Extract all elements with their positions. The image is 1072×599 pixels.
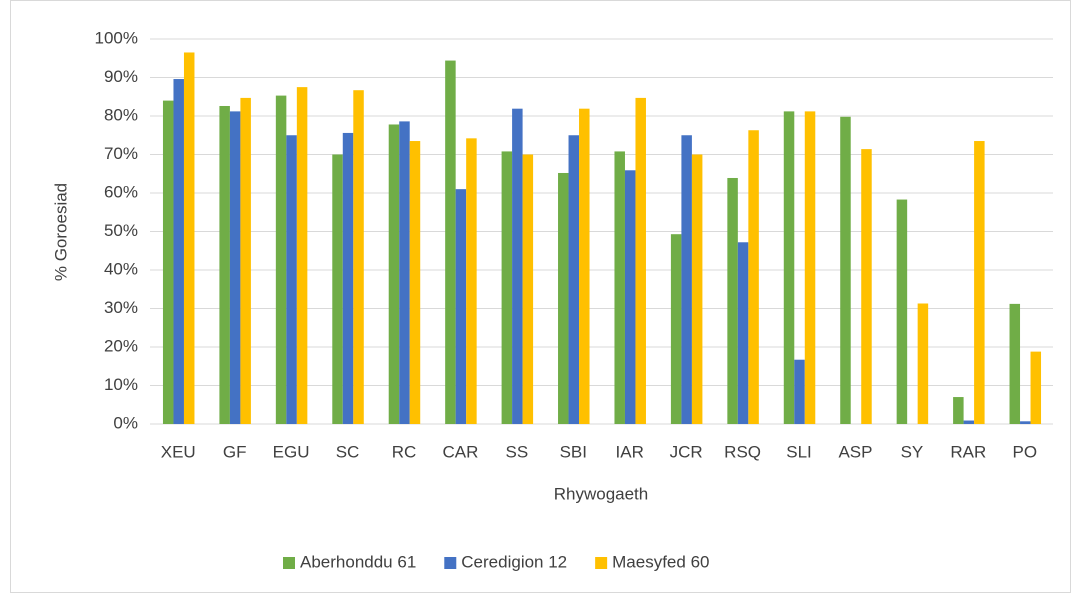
bar: [219, 105, 230, 425]
x-tick-label: XEU: [161, 442, 196, 461]
bar: [861, 149, 872, 425]
x-tick-label: PO: [1013, 442, 1038, 461]
bar: [445, 60, 456, 425]
bar: [388, 124, 400, 424]
legend-swatch: [283, 557, 295, 569]
bar: [342, 132, 354, 424]
legend-swatch: [444, 557, 457, 569]
bar: [162, 100, 174, 424]
legend-label: Aberhonddu 61: [300, 552, 416, 571]
bar: [624, 170, 636, 424]
bar: [681, 135, 692, 424]
y-tick-label: 40%: [104, 259, 138, 278]
y-tick-label: 20%: [104, 336, 138, 355]
bar: [466, 138, 477, 424]
x-tick-label: SBI: [560, 442, 587, 461]
bar: [455, 189, 467, 424]
x-tick-label: GF: [223, 442, 247, 461]
bar: [748, 130, 759, 424]
bar: [840, 116, 851, 425]
y-tick-label: 50%: [104, 221, 138, 240]
x-tick-label: SC: [336, 442, 360, 461]
x-tick-label: SY: [901, 442, 924, 461]
bar: [917, 303, 929, 424]
bar: [173, 79, 184, 424]
x-tick-label: CAR: [442, 442, 478, 461]
bar: [974, 141, 985, 424]
x-tick-label: JCR: [670, 442, 703, 461]
bar: [896, 199, 908, 424]
bar: [614, 151, 625, 425]
bar: [691, 154, 703, 424]
bar: [963, 420, 975, 424]
bar: [568, 135, 580, 424]
x-tick-label: RC: [392, 442, 417, 461]
x-tick-label: ASP: [838, 442, 872, 461]
bar: [296, 87, 308, 424]
bar: [501, 151, 513, 425]
bar: [794, 359, 805, 424]
y-tick-label: 70%: [104, 144, 138, 163]
bar: [286, 135, 297, 424]
bar: [1020, 421, 1031, 424]
legend-swatch: [595, 557, 608, 569]
bar: [512, 108, 523, 424]
y-tick-label: 100%: [95, 28, 138, 47]
bar: [240, 97, 251, 424]
bar: [783, 111, 795, 424]
bar: [183, 52, 195, 424]
legend-label: Maesyfed 60: [612, 552, 709, 571]
y-tick-label: 80%: [104, 105, 138, 124]
bar: [399, 121, 410, 424]
x-tick-label: SLI: [786, 442, 812, 461]
bar: [579, 108, 590, 424]
bar: [558, 172, 569, 424]
bar: [1030, 351, 1042, 424]
x-tick-label: RSQ: [724, 442, 761, 461]
bar: [670, 234, 682, 424]
y-tick-label: 10%: [104, 375, 138, 394]
y-tick-label: 30%: [104, 298, 138, 317]
x-tick-label: RAR: [950, 442, 986, 461]
bar: [353, 90, 364, 424]
y-tick-label: 90%: [104, 67, 138, 86]
y-tick-label: 0%: [113, 413, 138, 432]
bar: [229, 111, 241, 424]
bar: [727, 177, 738, 424]
x-axis-title: Rhywogaeth: [554, 484, 649, 503]
bar: [635, 97, 646, 424]
y-tick-label: 60%: [104, 182, 138, 201]
bar: [332, 154, 343, 424]
x-tick-label: EGU: [273, 442, 310, 461]
bar: [804, 111, 816, 424]
x-tick-label: SS: [506, 442, 529, 461]
bar: [275, 95, 287, 424]
bar: [522, 154, 534, 424]
bar: [737, 242, 749, 424]
bar: [409, 141, 421, 424]
x-tick-label: IAR: [616, 442, 644, 461]
bar: [953, 397, 964, 424]
y-axis-title: % Goroesiad: [51, 183, 70, 281]
bar: [1009, 303, 1021, 424]
legend-label: Ceredigion 12: [461, 552, 567, 571]
